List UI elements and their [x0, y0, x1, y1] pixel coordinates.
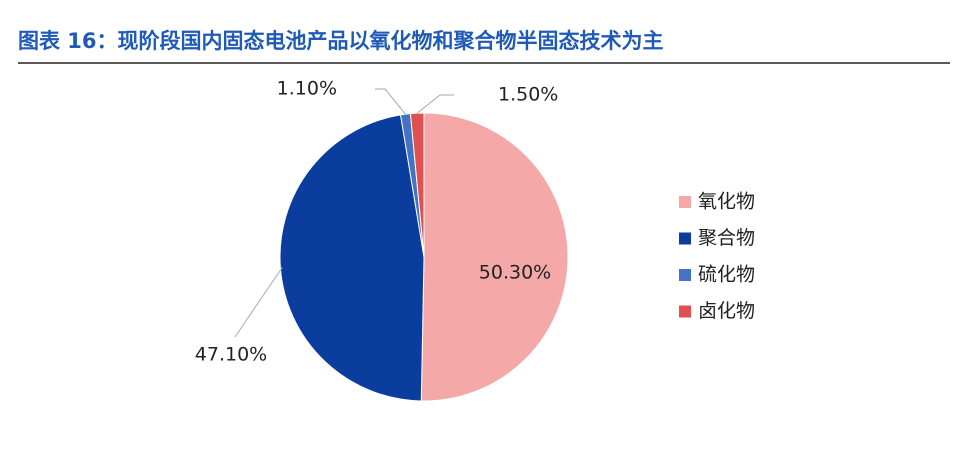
chart-title: 图表 16：现阶段国内固态电池产品以氧化物和聚合物半固态技术为主: [18, 29, 664, 53]
pie-slice: [409, 112, 425, 258]
legend-label: 硫化物: [698, 264, 755, 286]
legend-swatch: [679, 196, 691, 208]
pie-slice: [420, 112, 569, 402]
legend-label: 氧化物: [698, 191, 755, 213]
pie-slice: [279, 114, 425, 402]
legend-swatch: [679, 232, 691, 245]
legend-label: 卤化物: [698, 300, 755, 322]
leader-line: [375, 88, 406, 115]
data-label: 47.10%: [195, 344, 267, 366]
leader-line: [416, 94, 454, 114]
leader-line: [234, 266, 283, 338]
data-label: 50.30%: [479, 262, 551, 284]
data-label: 1.10%: [277, 78, 337, 100]
legend-swatch: [679, 269, 691, 281]
data-label: 1.50%: [498, 84, 558, 106]
legend-label: 聚合物: [698, 227, 755, 249]
legend-swatch: [679, 305, 691, 318]
